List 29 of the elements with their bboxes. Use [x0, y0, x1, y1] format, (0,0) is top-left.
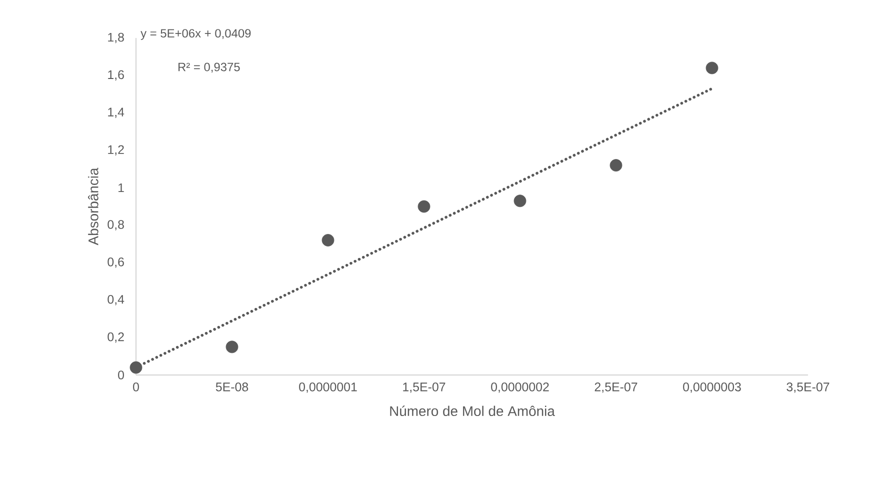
- y-tick-label: 1,6: [108, 70, 124, 81]
- annotation: y = 5E+06x + 0,0409: [140, 29, 251, 40]
- point: [226, 340, 238, 354]
- point: [514, 194, 526, 208]
- x-tick-label: 0,0000003: [683, 382, 741, 393]
- x-axis-title: Número de Mol de Amônia: [390, 406, 555, 416]
- point: [610, 159, 622, 172]
- point: [130, 361, 142, 374]
- y-tick-label: 0,2: [108, 332, 124, 343]
- x-tick-label: 2,5E-07: [594, 382, 638, 393]
- y-tick-label: 1,2: [108, 145, 124, 156]
- x-tick-label: 0,0000002: [491, 382, 549, 393]
- x-tick-label: 0: [133, 382, 139, 392]
- annotation: R² = 0,9375: [178, 62, 240, 73]
- point: [706, 62, 718, 74]
- y-tick-label: 0: [118, 370, 124, 380]
- y-tick-label: 1: [118, 183, 124, 192]
- point: [322, 234, 334, 246]
- x-tick-label: 1,5E-07: [403, 382, 446, 393]
- y-tick-label: 0,8: [108, 220, 124, 230]
- y-axis-title: Absorbância: [88, 168, 98, 246]
- x-tick-label: 3,5E-07: [786, 382, 830, 393]
- y-tick-label: 1,4: [108, 108, 124, 118]
- y-tick-label: 0,4: [108, 294, 124, 306]
- x-tick-label: 5E-08: [216, 382, 248, 392]
- x-tick-label: 0,0000001: [299, 382, 357, 393]
- y-tick-label: 1,8: [108, 32, 124, 44]
- y-tick-label: 0,6: [108, 258, 124, 268]
- point: [418, 200, 430, 213]
